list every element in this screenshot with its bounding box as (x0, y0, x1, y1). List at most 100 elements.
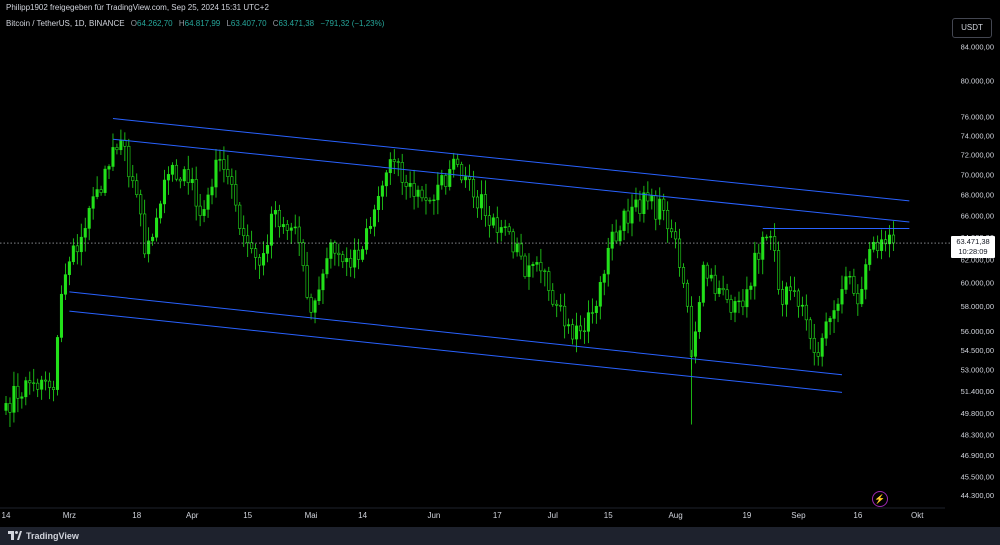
candle-body (436, 184, 440, 201)
candle-body (273, 210, 277, 215)
x-tick-label: Jul (548, 511, 558, 520)
candle-body (48, 380, 52, 388)
candle-body (737, 300, 741, 303)
candle-body (32, 382, 36, 384)
candle-body (725, 289, 729, 300)
y-tick-label: 48.300,00 (961, 431, 994, 440)
x-tick-label: 18 (132, 511, 141, 520)
chart-credit: Philipp1902 freigegeben für TradingView.… (6, 3, 269, 12)
candle-body (531, 264, 535, 266)
candle-body (781, 289, 785, 305)
candle-body (123, 139, 127, 147)
candle-body (55, 337, 60, 390)
candle-body (28, 380, 32, 384)
candle-body (412, 183, 416, 197)
y-tick-label: 76.000,00 (961, 113, 994, 122)
candle-body (452, 158, 456, 170)
candle-body (24, 380, 28, 398)
candle-body (582, 330, 586, 332)
candle-body (289, 227, 293, 231)
candle-body (440, 175, 444, 186)
candle-body (836, 303, 840, 311)
candle-body (642, 192, 646, 214)
candle-body (79, 236, 83, 253)
y-tick-label: 62.000,00 (961, 255, 994, 264)
y-tick-label: 74.000,00 (961, 131, 994, 140)
candle-body (622, 210, 626, 231)
candle-body (329, 242, 333, 259)
candle-body (234, 184, 238, 206)
x-tick-label: 15 (243, 511, 252, 520)
candle-body (483, 194, 487, 216)
candle-body (238, 204, 242, 229)
candle-body (71, 245, 75, 263)
candle-body (99, 189, 103, 193)
change-value: −791,32 (−1,23%) (320, 19, 385, 28)
high-value: 64.817,99 (184, 19, 221, 28)
candle-body (598, 282, 602, 307)
candle-body (678, 238, 682, 268)
candle-body (170, 164, 174, 175)
candle-body (384, 172, 388, 187)
open-label: O (130, 19, 138, 28)
symbol-title[interactable]: Bitcoin / TetherUS, 1D, BINANCE (6, 19, 125, 28)
candle-body (860, 289, 864, 305)
candle-body (67, 261, 71, 275)
candle-body (432, 199, 436, 201)
candle-body (594, 305, 598, 313)
y-tick-label: 66.000,00 (961, 212, 994, 221)
candle-body (741, 300, 745, 308)
candle-body (281, 224, 285, 228)
candle-body (606, 247, 610, 275)
price-badge-value: 63.471,38 (956, 237, 989, 246)
x-tick-label: Jun (427, 511, 440, 520)
y-tick-label: 45.500,00 (961, 472, 994, 481)
candle-body (630, 206, 634, 224)
candle-body (345, 258, 349, 263)
candle-body (495, 217, 499, 233)
candle-body (380, 185, 384, 197)
channel-line (112, 118, 910, 202)
y-tick-label: 44.300,00 (961, 491, 994, 500)
candle-body (131, 176, 135, 182)
candle-body (202, 209, 206, 216)
candle-body (749, 285, 753, 290)
candle-body (103, 168, 107, 193)
candle-body (301, 242, 305, 266)
channel-line (69, 310, 843, 393)
candle-body (745, 289, 749, 308)
price-axis-panel (950, 0, 1000, 527)
candle-body (828, 318, 832, 323)
x-tick-label: 19 (742, 511, 751, 520)
candle-body (297, 226, 301, 244)
y-tick-label: 51.400,00 (961, 387, 994, 396)
candle-body (321, 273, 325, 291)
candle-body (258, 257, 262, 266)
candle-body (408, 183, 412, 187)
candle-body (337, 252, 341, 255)
candle-body (16, 385, 20, 399)
candle-body (293, 226, 297, 229)
candle-body (230, 176, 234, 185)
candle-body (226, 169, 230, 177)
candle-body (107, 166, 111, 170)
lightning-icon[interactable]: ⚡ (872, 491, 888, 507)
candle-body (808, 319, 812, 339)
candle-body (804, 304, 808, 321)
candle-body (765, 236, 769, 239)
candle-body (792, 290, 796, 292)
tradingview-logo[interactable]: TradingView (8, 530, 79, 542)
x-tick-label: Apr (186, 511, 199, 520)
candle-body (693, 331, 697, 357)
candle-body (139, 194, 143, 215)
y-tick-label: 56.000,00 (961, 327, 994, 336)
candle-body (83, 228, 87, 238)
candle-body (428, 199, 432, 202)
currency-button[interactable]: USDT (952, 18, 992, 38)
candle-body (709, 274, 713, 279)
candle-body (44, 379, 48, 382)
candle-body (777, 250, 781, 290)
candle-body (721, 288, 725, 291)
candle-body (507, 226, 511, 233)
